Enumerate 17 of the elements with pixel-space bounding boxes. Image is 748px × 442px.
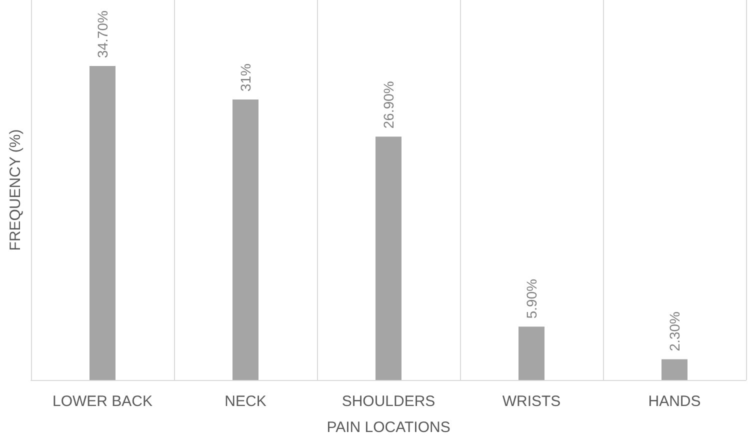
bar (90, 66, 116, 380)
bar (232, 100, 258, 380)
data-label: 31% (238, 63, 254, 92)
bar (662, 359, 688, 380)
bar (376, 136, 402, 380)
y-axis-title: FREQUENCY (%) (7, 129, 24, 251)
data-label: 26.90% (380, 81, 396, 129)
data-label: 5.90% (524, 278, 540, 319)
data-label: 34.70% (94, 10, 110, 58)
x-tick-label: HANDS (648, 393, 701, 410)
data-label: 2.30% (666, 311, 682, 352)
bar (518, 326, 544, 380)
x-axis-title: PAIN LOCATIONS (326, 419, 450, 436)
x-tick-label: WRISTS (502, 393, 561, 410)
x-tick-label: LOWER BACK (52, 393, 153, 410)
x-tick-label: SHOULDERS (342, 393, 436, 410)
x-tick-label: NECK (224, 393, 266, 410)
